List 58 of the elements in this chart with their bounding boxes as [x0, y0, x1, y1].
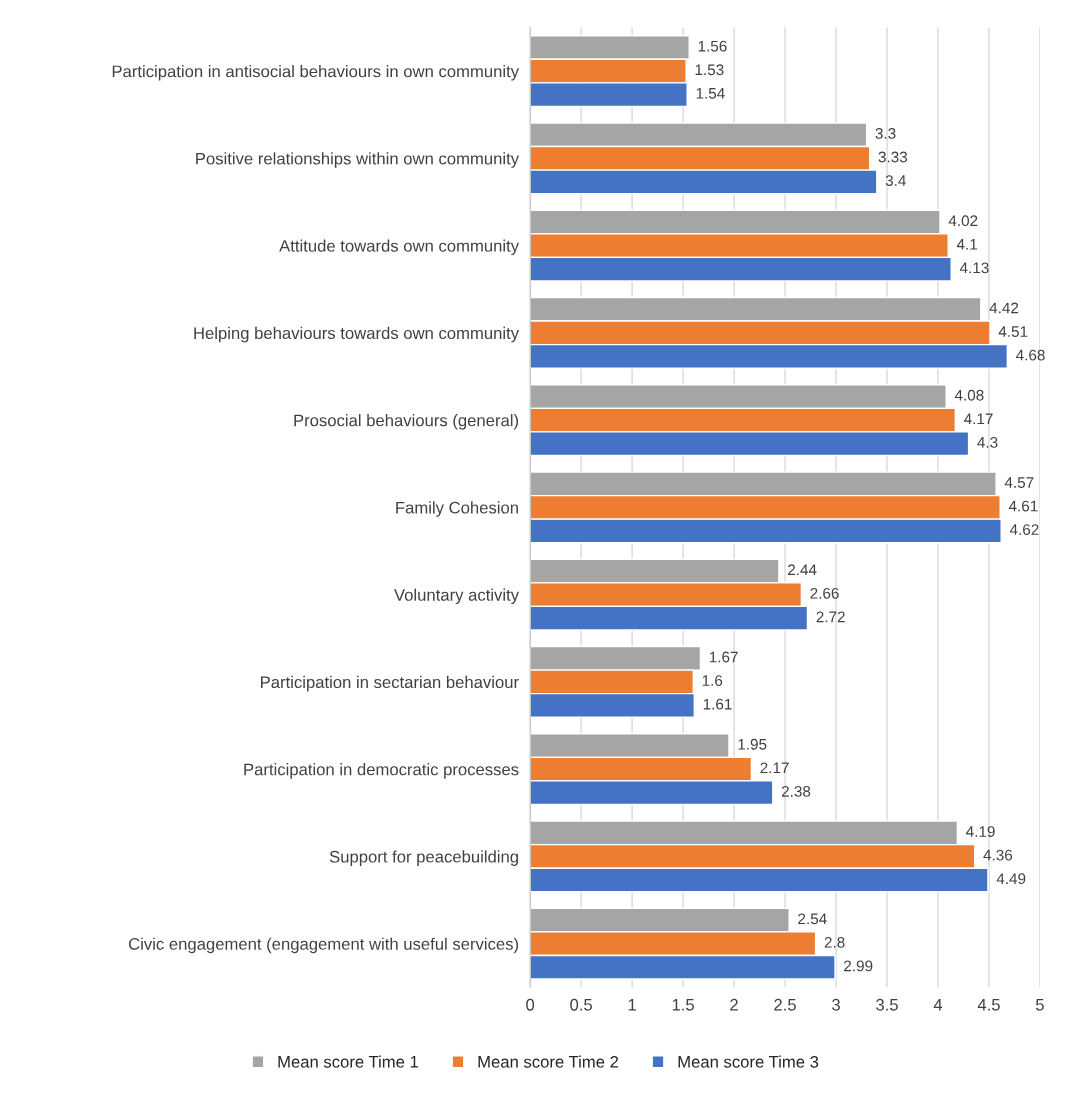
x-tick-label: 0 [526, 998, 535, 1011]
data-label: 1.61 [703, 698, 732, 710]
x-tick-label: 5 [1035, 999, 1044, 1011]
data-label: 1.67 [709, 651, 738, 663]
data-label: 2.99 [844, 960, 873, 972]
legend-label: Mean score Time 3 [678, 1055, 819, 1068]
data-label: 3.33 [878, 151, 908, 163]
y-tick-label: Participation in sectarian behaviour [261, 675, 519, 692]
y-tick-label: Support for peacebuilding [329, 850, 518, 866]
x-tick-label: 2 [730, 998, 738, 1011]
y-tick-label: Attitude towards own community [279, 239, 520, 256]
y-tick-label: Voluntary activity [394, 588, 520, 605]
y-tick-label: Prosocial behaviours (general) [294, 414, 519, 430]
data-label: 4.68 [1016, 349, 1045, 361]
data-label: 3.3 [875, 128, 896, 139]
data-label: 1.56 [698, 40, 727, 52]
data-label: 1.6 [702, 675, 723, 686]
x-tick-label: 1.5 [672, 999, 694, 1011]
y-tick-label: Participation in antisocial behaviours in own community [112, 65, 520, 81]
data-label: 2.17 [760, 762, 789, 774]
data-label: 1.53 [695, 64, 724, 76]
data-label: 4.08 [954, 389, 984, 401]
legend-label: Mean score Time 2 [478, 1055, 619, 1068]
data-label: 1.95 [738, 738, 767, 750]
data-label: 4.02 [948, 215, 978, 227]
y-tick-label: Civic engagement (engagement with useful services) [128, 937, 519, 954]
data-label: 2.44 [788, 564, 817, 576]
data-label: 3.4 [885, 175, 906, 186]
data-label: 1.54 [696, 88, 725, 99]
data-label: 4.19 [966, 826, 995, 837]
data-label: 4.57 [1004, 477, 1034, 488]
legend-label: Mean score Time 1 [278, 1055, 419, 1068]
data-label: 2.54 [798, 913, 827, 925]
data-label: 4.49 [996, 873, 1026, 885]
x-tick-label: 3 [832, 998, 840, 1011]
y-tick-label: Positive relationships within own community [196, 152, 520, 168]
data-label: 4.51 [998, 326, 1028, 337]
x-tick-label: 4 [933, 999, 943, 1011]
x-tick-label: 3.5 [876, 998, 898, 1011]
x-tick-label: 2.5 [774, 998, 796, 1011]
data-label: 4.17 [964, 413, 993, 425]
data-label: 2.66 [810, 587, 839, 599]
data-label: 4.3 [977, 436, 998, 448]
data-label: 2.8 [824, 936, 845, 948]
data-label: 2.38 [781, 785, 811, 797]
data-label: 4.42 [989, 302, 1019, 314]
y-tick-label: Family Cohesion [396, 501, 518, 517]
data-label: 4.1 [956, 239, 977, 250]
x-tick-label: 1 [628, 999, 636, 1011]
data-label: 4.13 [959, 262, 989, 274]
data-label: 4.61 [1008, 500, 1038, 512]
x-tick-label: 0.5 [570, 998, 593, 1011]
data-label: 4.36 [983, 849, 1013, 861]
y-tick-label: Helping behaviours towards own community [194, 326, 520, 343]
data-label: 4.62 [1009, 524, 1039, 536]
data-label: 2.72 [816, 611, 845, 623]
x-tick-label: 4.5 [977, 999, 1000, 1011]
y-tick-label: Participation in democratic processes [244, 763, 519, 779]
